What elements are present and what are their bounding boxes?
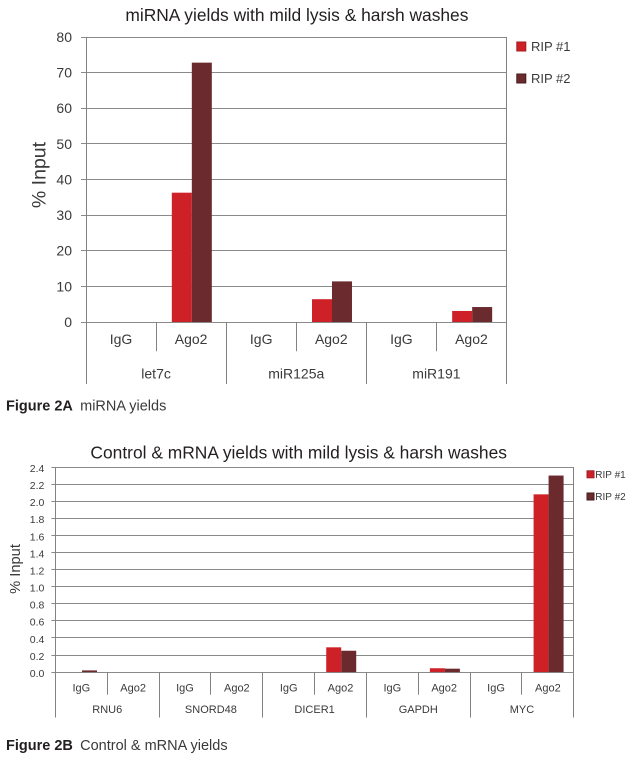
svg-text:Ago2: Ago2	[120, 683, 146, 695]
svg-text:Ago2: Ago2	[328, 683, 354, 695]
svg-text:SNORD48: SNORD48	[185, 704, 237, 716]
svg-text:% Input: % Input	[8, 544, 24, 594]
svg-text:2.4: 2.4	[30, 463, 45, 475]
svg-text:2.0: 2.0	[30, 497, 45, 509]
svg-text:RIP #2: RIP #2	[595, 492, 626, 503]
svg-text:Ago2: Ago2	[535, 683, 561, 695]
svg-text:IgG: IgG	[383, 683, 401, 695]
svg-text:% Input: % Input	[28, 141, 50, 208]
svg-text:70: 70	[56, 65, 72, 81]
svg-text:miR125a: miR125a	[268, 366, 324, 382]
svg-text:Control & mRNA yields with mil: Control & mRNA yields with mild lysis & …	[90, 443, 507, 463]
svg-text:Figure 2B Control & mRNA yield: Figure 2B Control & mRNA yields	[6, 738, 228, 754]
svg-text:Ago2: Ago2	[175, 331, 208, 347]
svg-text:Ago2: Ago2	[431, 683, 457, 695]
svg-text:0: 0	[64, 314, 72, 330]
svg-text:1.8: 1.8	[30, 514, 45, 526]
svg-text:RIP #1: RIP #1	[595, 470, 626, 481]
svg-text:30: 30	[56, 207, 72, 223]
svg-text:RNU6: RNU6	[92, 704, 122, 716]
svg-text:50: 50	[56, 136, 72, 152]
svg-text:80: 80	[56, 29, 72, 45]
svg-text:MYC: MYC	[510, 704, 535, 716]
svg-text:let7c: let7c	[141, 366, 171, 382]
svg-text:60: 60	[56, 100, 72, 116]
svg-text:IgG: IgG	[176, 683, 194, 695]
svg-text:GAPDH: GAPDH	[399, 704, 438, 716]
svg-text:0.6: 0.6	[30, 617, 45, 629]
svg-text:IgG: IgG	[110, 331, 133, 347]
svg-text:Ago2: Ago2	[455, 331, 488, 347]
svg-text:DICER1: DICER1	[294, 704, 334, 716]
svg-text:1.0: 1.0	[30, 583, 45, 595]
svg-text:IgG: IgG	[487, 683, 505, 695]
svg-text:Figure 2A miRNA yields: Figure 2A miRNA yields	[6, 399, 166, 415]
svg-text:0.4: 0.4	[30, 634, 45, 646]
svg-text:0.8: 0.8	[30, 600, 45, 612]
svg-text:Ago2: Ago2	[315, 331, 348, 347]
svg-text:1.2: 1.2	[30, 565, 45, 577]
svg-text:IgG: IgG	[390, 331, 413, 347]
svg-text:20: 20	[56, 243, 72, 259]
svg-text:IgG: IgG	[280, 683, 298, 695]
svg-text:IgG: IgG	[72, 683, 90, 695]
svg-text:IgG: IgG	[250, 331, 273, 347]
svg-text:40: 40	[56, 171, 72, 187]
svg-text:RIP #2: RIP #2	[531, 71, 571, 86]
svg-text:10: 10	[56, 278, 72, 294]
svg-text:miR191: miR191	[412, 366, 460, 382]
svg-text:1.4: 1.4	[30, 548, 45, 560]
svg-text:1.6: 1.6	[30, 531, 45, 543]
svg-text:miRNA yields with mild lysis &: miRNA yields with mild lysis & harsh was…	[125, 5, 468, 25]
svg-text:0.0: 0.0	[30, 668, 45, 680]
svg-text:Ago2: Ago2	[224, 683, 250, 695]
svg-text:2.2: 2.2	[30, 480, 45, 492]
svg-text:0.2: 0.2	[30, 651, 45, 663]
svg-text:RIP #1: RIP #1	[531, 39, 571, 54]
